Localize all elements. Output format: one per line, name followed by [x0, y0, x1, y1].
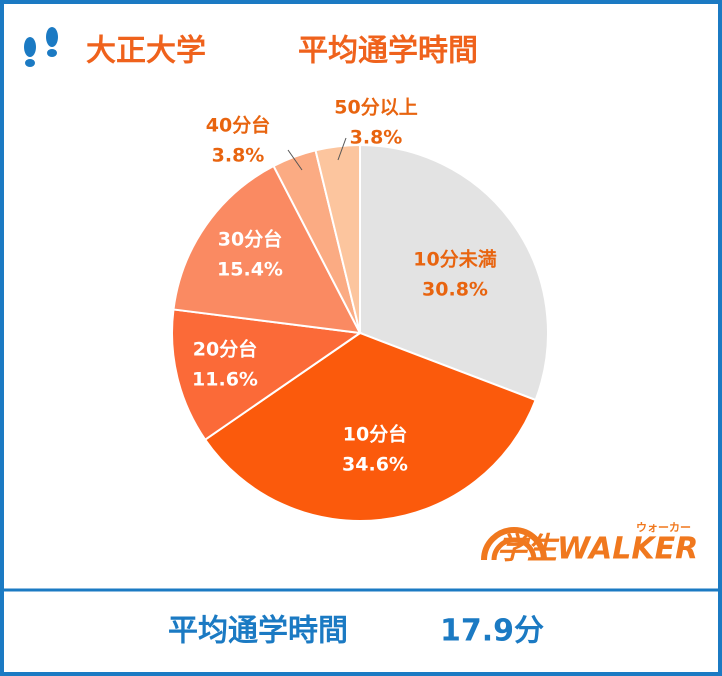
- slice-category: 30分台: [218, 228, 282, 251]
- slice-value-label: 11.6%: [192, 369, 258, 391]
- chart-title: 平均通学時間: [298, 34, 478, 69]
- slice-value-label: 34.6%: [342, 454, 408, 476]
- slice-value-label: 3.8%: [212, 145, 265, 167]
- pie-slice: [314, 143, 361, 334]
- footprint-icon: [24, 27, 58, 67]
- footer-value: 17.9分: [440, 614, 544, 649]
- slice-category: 10分未満: [413, 248, 496, 271]
- slice-category: 50分以上: [334, 97, 417, 119]
- slice-category: 40分台: [206, 114, 270, 137]
- slice-value-label: 30.8%: [422, 279, 488, 301]
- leader-line: [337, 137, 347, 161]
- pie-slice: [203, 331, 537, 522]
- leader-line: [287, 149, 303, 171]
- pie-slice: [172, 164, 362, 335]
- university-name: 大正大学: [86, 34, 206, 69]
- logo-kana: ウォーカー: [636, 521, 691, 534]
- logo-text: 学生WALKER: [497, 532, 698, 567]
- pie-slice: [359, 143, 549, 402]
- footer-label: 平均通学時間: [168, 614, 348, 649]
- slice-value-label: 15.4%: [217, 259, 283, 281]
- pie-slice: [171, 308, 363, 442]
- slice-value-label: 3.8%: [350, 127, 403, 149]
- logo: 学生WALKER ウォーカー: [481, 521, 698, 567]
- slice-category: 20分台: [193, 338, 257, 361]
- slice-category: 10分台: [343, 423, 407, 446]
- pie: [171, 143, 549, 522]
